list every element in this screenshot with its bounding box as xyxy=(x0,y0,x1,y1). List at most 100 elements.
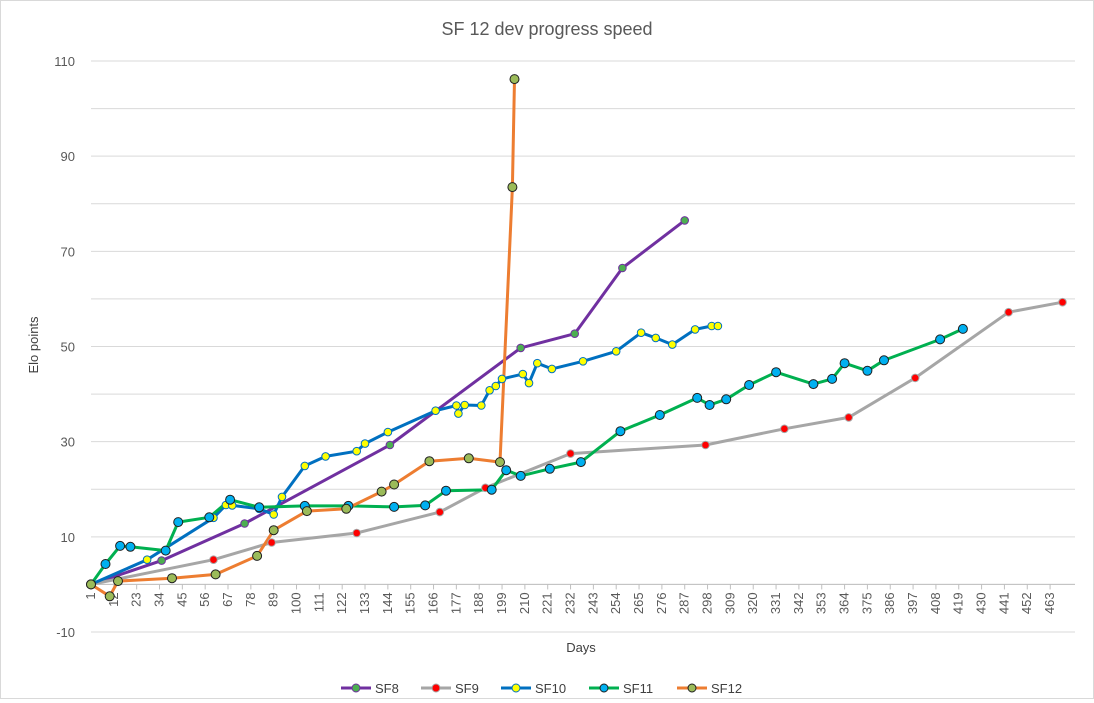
legend-swatch-marker xyxy=(431,683,441,693)
data-point-sf12 xyxy=(495,457,505,468)
legend-swatch-marker xyxy=(351,683,361,693)
data-point-sf12 xyxy=(210,569,221,580)
data-point-sf10 xyxy=(460,400,470,410)
data-point-sf11 xyxy=(839,358,850,369)
data-point-sf9 xyxy=(780,424,789,434)
data-point-sf8 xyxy=(240,519,249,528)
legend-swatch-marker xyxy=(599,683,609,693)
data-point-sf10 xyxy=(651,333,661,343)
y-tick-label: 10 xyxy=(61,530,75,545)
data-point-sf11 xyxy=(879,355,889,366)
x-tick-label: 155 xyxy=(403,592,418,614)
data-point-sf10 xyxy=(142,555,152,565)
data-point-sf9 xyxy=(844,413,854,422)
legend-swatch-marker xyxy=(511,683,521,693)
data-point-sf9 xyxy=(701,440,710,450)
data-point-sf10 xyxy=(547,364,557,374)
x-tick-label: 441 xyxy=(996,592,1011,614)
data-point-sf11 xyxy=(515,470,526,481)
x-tick-label: 463 xyxy=(1042,592,1057,614)
x-tick-label: 111 xyxy=(311,592,326,612)
x-tick-label: 122 xyxy=(334,592,349,614)
y-tick-label: 110 xyxy=(54,54,75,69)
series-line-sf11 xyxy=(89,327,965,586)
x-tick-label: 100 xyxy=(289,592,304,614)
data-point-sf11 xyxy=(125,541,136,552)
x-tick-label: 199 xyxy=(494,592,509,614)
data-point-sf10 xyxy=(690,325,700,334)
x-tick-label: 67 xyxy=(220,592,235,606)
data-point-sf11 xyxy=(615,426,626,437)
x-tick-label: 287 xyxy=(677,592,692,614)
data-point-sf11 xyxy=(160,545,171,556)
data-point-sf11 xyxy=(254,502,265,513)
data-point-sf11 xyxy=(575,457,586,468)
data-point-sf11 xyxy=(544,463,555,474)
data-point-sf11 xyxy=(771,367,782,378)
data-point-sf11 xyxy=(204,512,215,523)
x-axis-title: Days xyxy=(566,640,596,655)
legend-item-sf10: SF10 xyxy=(501,681,566,696)
x-tick-label: 243 xyxy=(585,592,600,614)
series-line-sf10 xyxy=(89,324,720,586)
legend-swatch-marker xyxy=(687,683,697,693)
data-point-sf11 xyxy=(225,494,236,505)
series-line-sf9 xyxy=(89,300,1064,586)
data-point-sf11 xyxy=(100,559,111,569)
y-tick-label: 50 xyxy=(61,340,75,355)
data-point-sf8 xyxy=(385,440,395,450)
data-point-sf10 xyxy=(485,386,494,395)
data-point-sf10 xyxy=(360,439,370,448)
legend-label: SF12 xyxy=(711,681,742,696)
x-tick-label: 221 xyxy=(540,592,555,614)
legend-item-sf12: SF12 xyxy=(677,681,742,696)
data-point-sf10 xyxy=(452,401,461,410)
x-tick-label: 210 xyxy=(517,592,532,614)
data-point-sf11 xyxy=(486,484,497,495)
data-point-sf10 xyxy=(578,357,588,366)
data-point-sf11 xyxy=(808,379,819,390)
legend-item-sf8: SF8 xyxy=(341,681,399,696)
x-tick-label: 375 xyxy=(859,592,874,614)
data-point-sf11 xyxy=(935,334,946,345)
data-point-sf10 xyxy=(454,409,463,418)
data-point-sf10 xyxy=(491,381,501,391)
x-tick-label: 408 xyxy=(928,592,943,614)
x-tick-label: 430 xyxy=(974,592,989,614)
y-tick-label: 90 xyxy=(61,149,75,164)
series-line-sf8 xyxy=(89,218,687,586)
data-point-sf12 xyxy=(389,479,400,490)
data-point-sf8 xyxy=(157,556,166,565)
data-point-sf11 xyxy=(501,465,512,476)
data-point-sf9 xyxy=(1058,297,1067,307)
x-tick-label: 89 xyxy=(266,592,281,606)
y-axis-ticks: -10 10 30 50 70 90 110 xyxy=(54,54,75,640)
x-tick-label: 23 xyxy=(129,592,144,606)
data-point-sf8 xyxy=(516,343,526,353)
data-point-sf12 xyxy=(463,453,474,464)
x-tick-label: 144 xyxy=(380,592,395,614)
x-tick-label: 78 xyxy=(243,592,258,606)
x-tick-label: 452 xyxy=(1019,592,1034,614)
y-tick-label: -10 xyxy=(56,625,75,640)
x-tick-label: 419 xyxy=(951,592,966,614)
x-tick-label: 1 xyxy=(83,592,98,599)
x-tick-label: 188 xyxy=(471,592,486,614)
x-tick-label: 265 xyxy=(631,592,646,614)
data-point-sf10 xyxy=(668,340,677,349)
x-tick-label: 177 xyxy=(448,592,463,614)
data-point-sf10 xyxy=(352,446,362,456)
data-point-sf9 xyxy=(566,449,575,458)
data-point-sf11 xyxy=(115,540,126,551)
data-point-sf10 xyxy=(636,328,646,338)
data-point-sf11 xyxy=(692,392,703,403)
data-point-sf10 xyxy=(533,358,542,368)
data-point-sf10 xyxy=(497,374,507,384)
x-tick-label: 45 xyxy=(174,592,189,606)
series-lines xyxy=(89,77,1064,598)
y-axis-title: Elo points xyxy=(26,316,41,374)
data-point-sf11 xyxy=(827,373,838,384)
data-point-sf11 xyxy=(957,323,968,334)
